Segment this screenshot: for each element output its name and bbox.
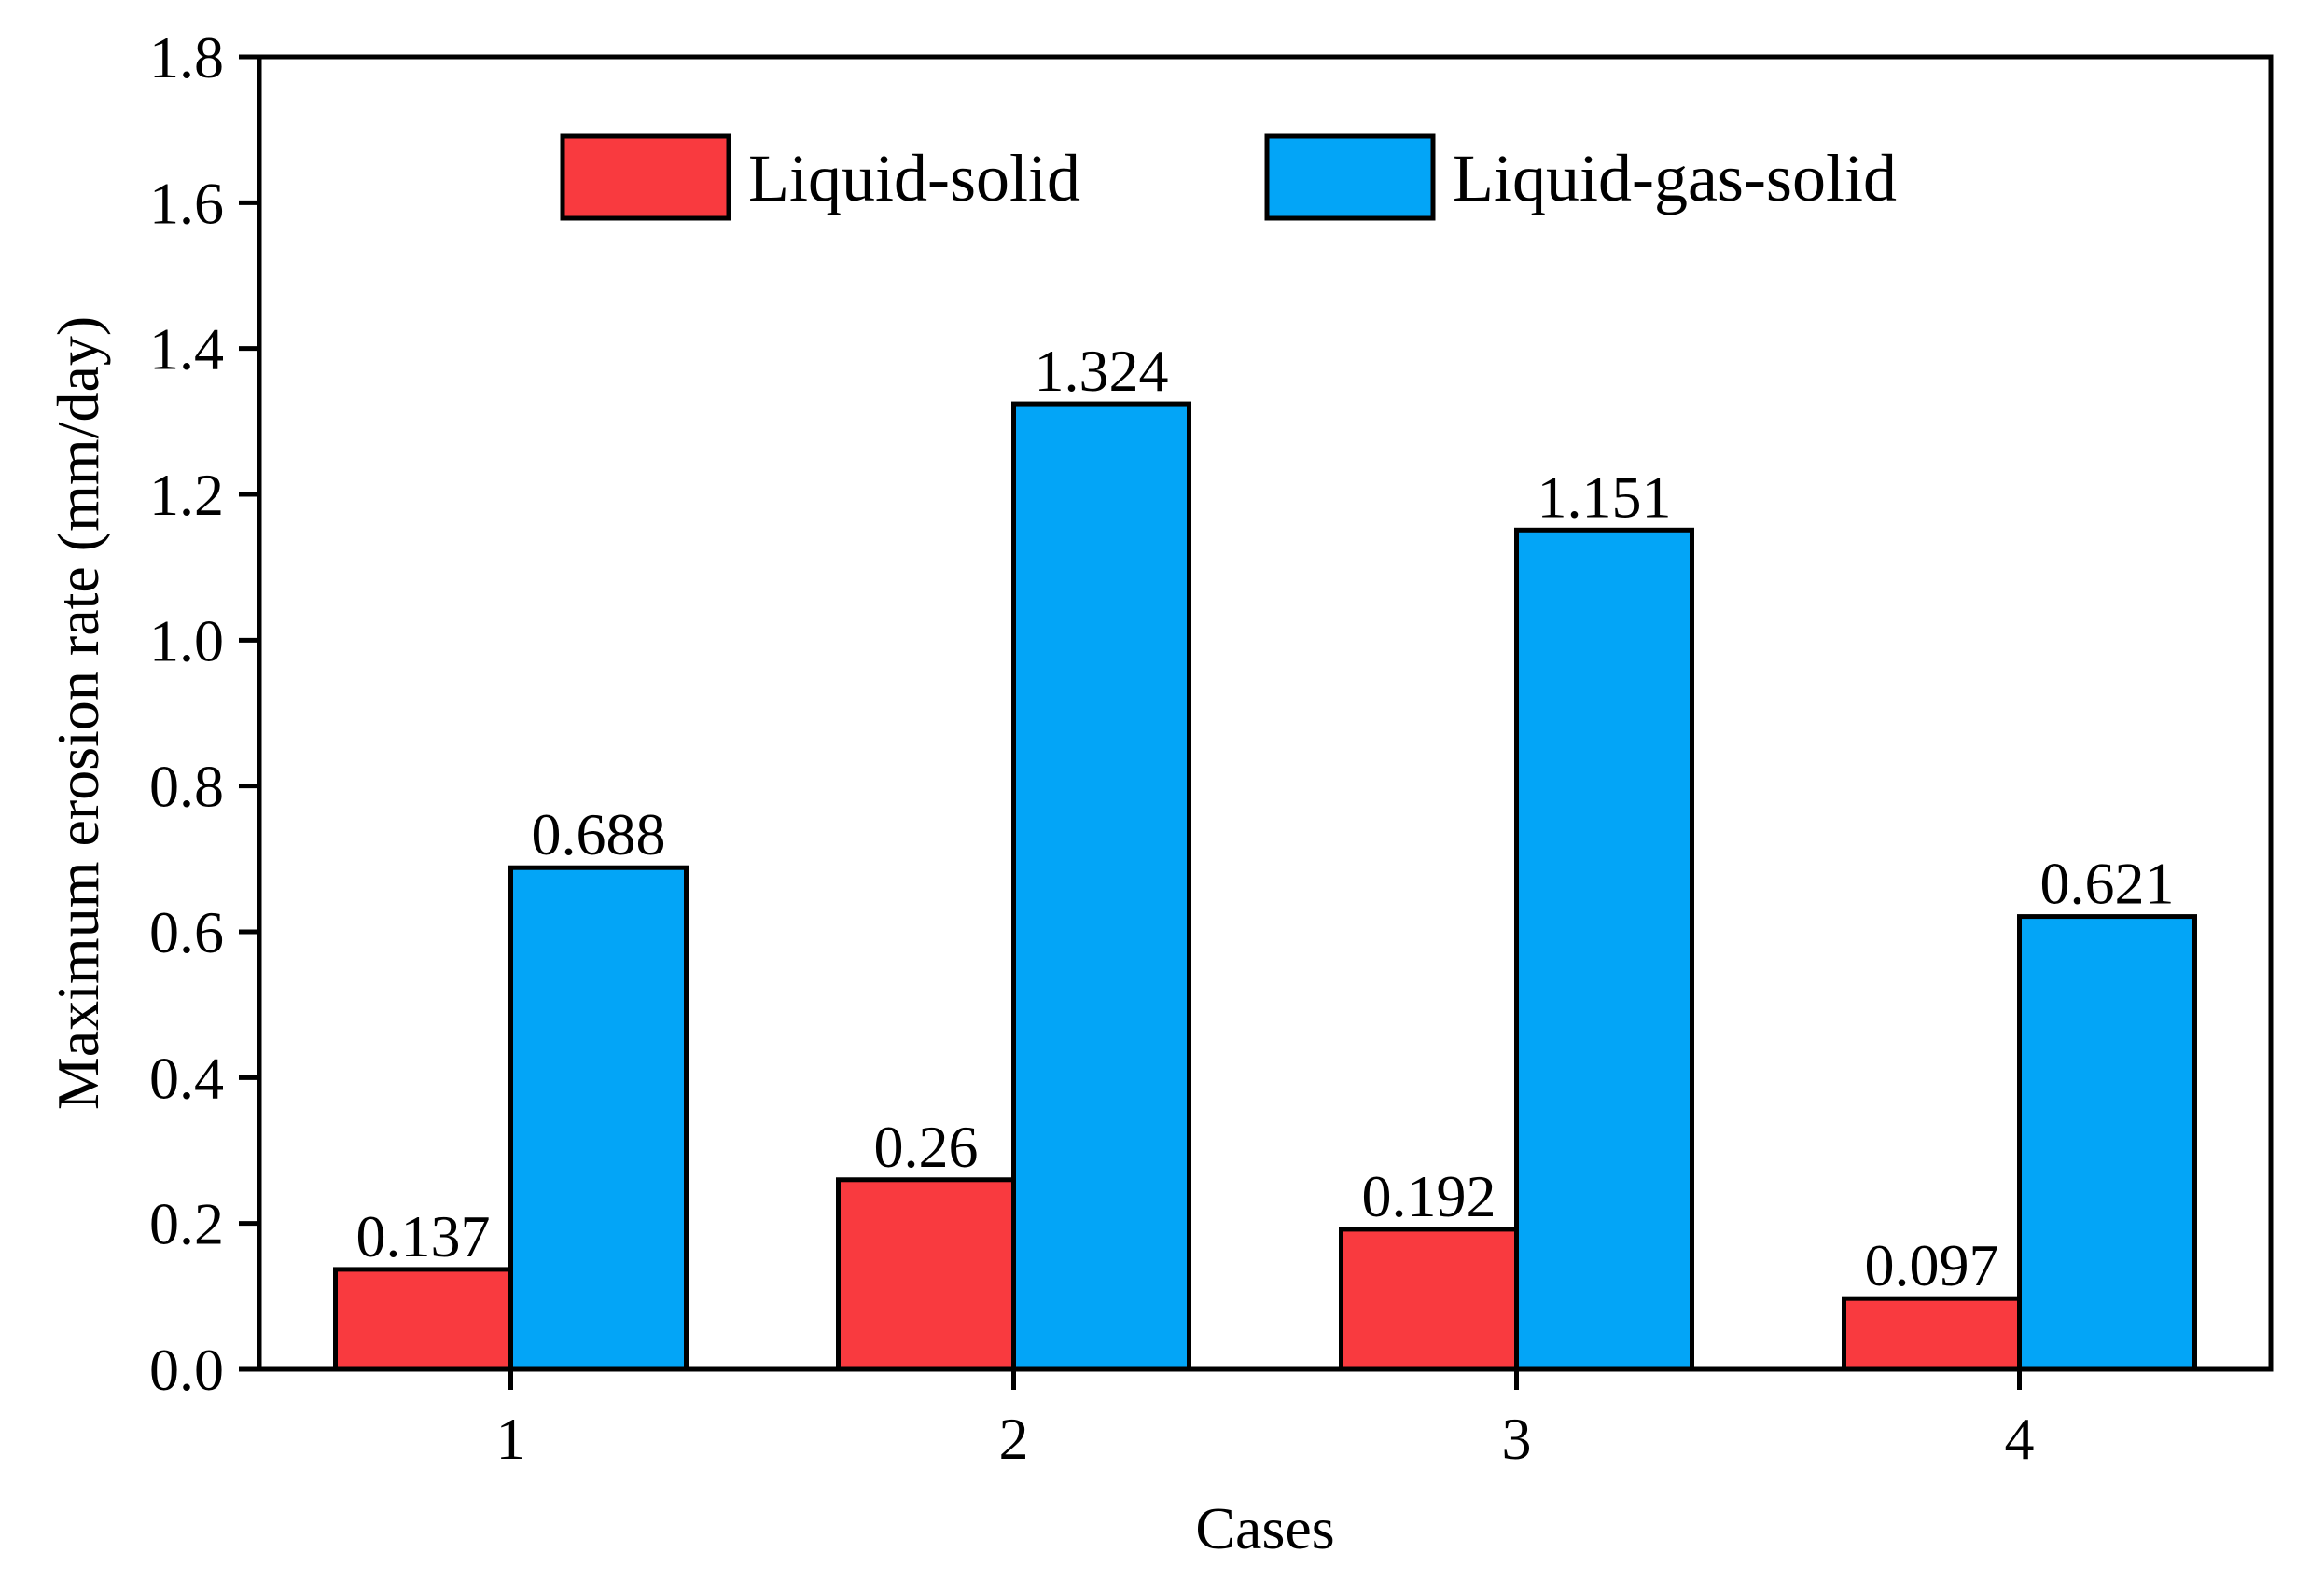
y-tick-label: 0.6	[149, 899, 224, 965]
y-axis-ticks: 0.0 0.2 0.4 0.6 0.8 1.0 1.2 1.4 1.6 1.8	[149, 24, 259, 1403]
bar-liquid-gas-solid	[2017, 914, 2197, 1372]
data-label: 0.192	[1362, 1163, 1496, 1229]
data-label: 1.324	[1035, 338, 1169, 404]
y-tick-label: 1.0	[149, 607, 224, 673]
y-tick-label: 0.0	[149, 1337, 224, 1403]
plot-area	[257, 54, 2274, 1372]
bar-liquid-solid	[1842, 1296, 2022, 1372]
bar-liquid-solid	[836, 1177, 1016, 1372]
legend: Liquid-solid Liquid-gas-solid	[560, 133, 1897, 221]
y-tick-label: 0.2	[149, 1191, 224, 1257]
legend-label: Liquid-gas-solid	[1453, 141, 1897, 215]
bar-liquid-solid	[333, 1267, 513, 1372]
y-tick-label: 1.4	[149, 316, 224, 382]
legend-swatch	[560, 133, 731, 221]
legend-swatch	[1264, 133, 1436, 221]
data-label: 0.137	[356, 1203, 491, 1269]
x-axis-title: Cases	[1195, 1495, 1334, 1561]
x-tick-label: 1	[496, 1406, 526, 1472]
bars	[333, 401, 2197, 1372]
data-label: 0.688	[532, 801, 666, 867]
y-tick-label: 1.6	[149, 170, 224, 236]
plot-frame	[257, 54, 2274, 1372]
data-label: 0.621	[2040, 851, 2175, 917]
x-tick-label: 3	[1502, 1406, 1532, 1472]
y-axis-title: Maximum erosion rate (mm/day)	[45, 316, 111, 1110]
data-label: 0.097	[1865, 1232, 1999, 1298]
legend-label: Liquid-solid	[748, 141, 1080, 215]
y-tick-label: 0.4	[149, 1045, 224, 1111]
x-tick-label: 2	[999, 1406, 1029, 1472]
bar-liquid-solid	[1339, 1227, 1519, 1372]
bar-liquid-gas-solid	[1514, 527, 1694, 1372]
y-tick-label: 1.2	[149, 462, 224, 528]
data-label: 1.151	[1538, 464, 1672, 530]
data-labels: 0.137 0.688 0.26 1.324 0.192 1.151 0.097 0.621	[356, 338, 2175, 1298]
y-tick-label: 0.8	[149, 754, 224, 820]
y-tick-label: 1.8	[149, 24, 224, 90]
data-label: 0.26	[874, 1114, 979, 1180]
bar-liquid-gas-solid	[1011, 401, 1191, 1372]
x-tick-label: 4	[2005, 1406, 2035, 1472]
x-axis-ticks: 1 2 3 4	[496, 1369, 2035, 1472]
bar-liquid-gas-solid	[508, 865, 689, 1372]
